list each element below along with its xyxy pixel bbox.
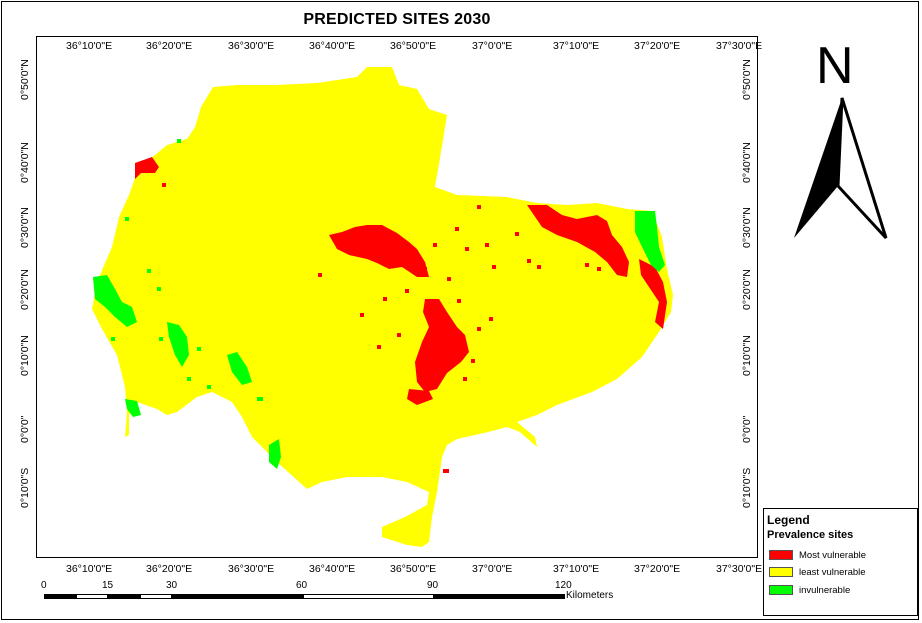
- most-vulnerable-patches: [135, 157, 667, 473]
- legend-label-most: Most vulnerable: [799, 550, 867, 561]
- scale-label-90: 90: [427, 580, 439, 591]
- latitude-label: 0°40'0"N: [741, 142, 753, 183]
- scale-seg-4: [140, 594, 172, 599]
- longitude-label: 36°20'0"E: [146, 40, 193, 52]
- longitude-label: 37°0'0"E: [472, 563, 513, 575]
- longitude-label: 37°30'0"E: [716, 40, 763, 52]
- north-letter: N: [816, 37, 854, 95]
- latitude-label: 0°50'0"N: [741, 59, 753, 100]
- scale-label-60: 60: [296, 580, 308, 591]
- scale-seg-3: [108, 594, 140, 599]
- map-title: PREDICTED SITES 2030: [303, 11, 491, 28]
- scale-label-15: 15: [102, 580, 114, 591]
- latitude-label: 0°10'0"S: [741, 467, 753, 508]
- legend-item-most: Most vulnerable: [769, 550, 866, 562]
- legend-title: Legend: [767, 513, 810, 527]
- invulnerable-patches: [93, 139, 665, 469]
- longitude-label: 37°20'0"E: [634, 563, 681, 575]
- legend-swatch-inv: [769, 585, 793, 596]
- longitude-label: 37°10'0"E: [553, 563, 600, 575]
- latitude-label: 0°30'0"N: [19, 207, 31, 248]
- longitude-label: 36°30'0"E: [228, 563, 275, 575]
- legend-item-least: least vulnerable: [769, 567, 866, 579]
- scale-seg-6: [303, 594, 434, 599]
- legend-swatch-most: [769, 550, 793, 561]
- longitude-label: 36°40'0"E: [309, 563, 356, 575]
- scale-label-30: 30: [166, 580, 178, 591]
- latitude-label: 0°30'0"N: [741, 207, 753, 248]
- scale-seg-2: [76, 594, 108, 599]
- longitude-label: 36°20'0"E: [146, 563, 193, 575]
- map-canvas: [92, 67, 673, 547]
- scale-label-120: 120: [555, 580, 572, 591]
- scale-seg-1: [44, 594, 76, 599]
- longitude-label: 37°30'0"E: [716, 563, 763, 575]
- scale-seg-7: [434, 594, 565, 599]
- longitude-label: 37°0'0"E: [472, 40, 513, 52]
- legend-subtitle: Prevalence sites: [767, 529, 854, 541]
- scale-unit: Kilometers: [566, 590, 614, 601]
- longitude-label: 36°50'0"E: [390, 563, 437, 575]
- latitude-label: 0°20'0"N: [19, 269, 31, 310]
- scale-label-0: 0: [41, 580, 47, 591]
- latitude-label: 0°20'0"N: [741, 269, 753, 310]
- legend-swatch-least: [769, 567, 793, 578]
- longitude-label: 37°20'0"E: [634, 40, 681, 52]
- legend-item-inv: invulnerable: [769, 585, 850, 597]
- longitude-label: 37°10'0"E: [553, 40, 600, 52]
- map-frame: [36, 36, 758, 558]
- latitude-label: 0°50'0"N: [19, 59, 31, 100]
- latitude-label: 0°40'0"N: [19, 142, 31, 183]
- least-vulnerable-region: [92, 67, 673, 547]
- longitude-label: 36°50'0"E: [390, 40, 437, 52]
- north-arrow-icon: [794, 97, 888, 240]
- latitude-label: 0°0'0": [19, 415, 31, 443]
- longitude-label: 36°10'0"E: [66, 40, 113, 52]
- legend-label-least: least vulnerable: [799, 567, 866, 578]
- longitude-label: 36°40'0"E: [309, 40, 356, 52]
- longitude-label: 36°30'0"E: [228, 40, 275, 52]
- legend-label-inv: invulnerable: [799, 585, 851, 596]
- latitude-label: 0°10'0"N: [741, 335, 753, 376]
- scale-seg-5: [172, 594, 303, 599]
- legend: Legend Prevalence sites Most vulnerable …: [763, 508, 918, 616]
- latitude-label: 0°10'0"S: [19, 467, 31, 508]
- latitude-label: 0°0'0": [741, 415, 753, 443]
- latitude-label: 0°10'0"N: [19, 335, 31, 376]
- longitude-label: 36°10'0"E: [66, 563, 113, 575]
